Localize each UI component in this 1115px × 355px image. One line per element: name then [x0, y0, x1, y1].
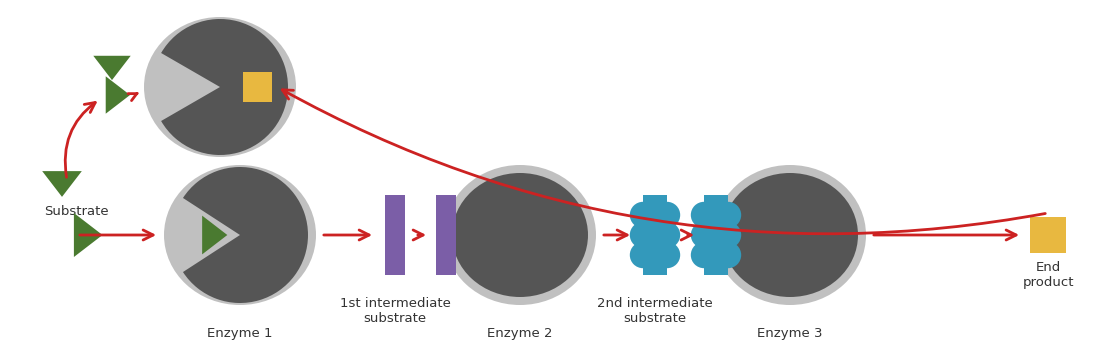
Wedge shape	[161, 19, 288, 155]
Circle shape	[691, 222, 717, 248]
Text: Enzyme 1: Enzyme 1	[207, 327, 273, 340]
Circle shape	[715, 222, 741, 248]
Bar	[436, 195, 456, 275]
Polygon shape	[42, 171, 81, 197]
Ellipse shape	[452, 173, 588, 297]
Text: 1st intermediate
substrate: 1st intermediate substrate	[340, 297, 450, 325]
Polygon shape	[94, 56, 130, 80]
Circle shape	[691, 202, 717, 228]
Bar	[704, 195, 728, 275]
Circle shape	[715, 202, 741, 228]
Text: End
product: End product	[1022, 261, 1074, 289]
Ellipse shape	[164, 165, 316, 305]
Circle shape	[630, 202, 657, 228]
Circle shape	[715, 242, 741, 268]
FancyArrowPatch shape	[80, 230, 153, 240]
Polygon shape	[202, 215, 227, 255]
Circle shape	[653, 242, 680, 268]
Text: Enzyme 3: Enzyme 3	[757, 327, 823, 340]
Text: Enzyme 2: Enzyme 2	[487, 327, 553, 340]
FancyArrowPatch shape	[65, 103, 95, 177]
Polygon shape	[74, 213, 103, 257]
Polygon shape	[106, 76, 130, 114]
Ellipse shape	[144, 17, 295, 157]
Text: Substrate: Substrate	[43, 205, 108, 218]
Ellipse shape	[714, 165, 866, 305]
Circle shape	[630, 222, 657, 248]
Circle shape	[630, 242, 657, 268]
Bar	[385, 195, 405, 275]
Text: 2nd intermediate
substrate: 2nd intermediate substrate	[598, 297, 712, 325]
Bar	[643, 195, 667, 275]
FancyArrowPatch shape	[282, 90, 1045, 234]
Ellipse shape	[723, 173, 859, 297]
Wedge shape	[183, 167, 308, 303]
Bar	[1030, 217, 1066, 253]
Circle shape	[691, 242, 717, 268]
Ellipse shape	[444, 165, 597, 305]
Bar	[243, 72, 272, 102]
Circle shape	[653, 202, 680, 228]
Circle shape	[653, 222, 680, 248]
